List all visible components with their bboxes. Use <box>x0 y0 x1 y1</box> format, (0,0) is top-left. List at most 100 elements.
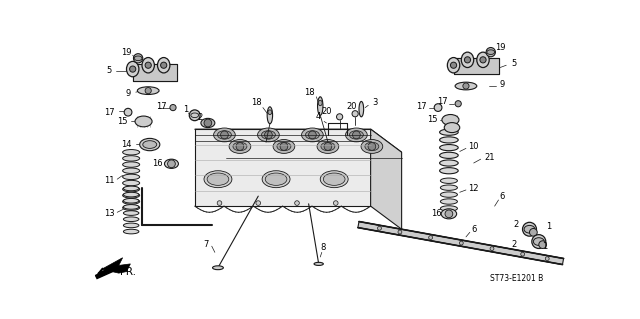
Ellipse shape <box>262 131 275 139</box>
Ellipse shape <box>440 129 458 135</box>
Circle shape <box>170 105 176 111</box>
Text: 17: 17 <box>156 101 166 111</box>
Text: 3: 3 <box>372 99 377 108</box>
Circle shape <box>490 247 494 250</box>
Ellipse shape <box>201 118 215 128</box>
Circle shape <box>429 236 433 240</box>
Circle shape <box>521 252 525 256</box>
Ellipse shape <box>127 61 139 77</box>
Circle shape <box>308 131 316 139</box>
Text: 16: 16 <box>431 209 442 218</box>
Circle shape <box>264 131 272 139</box>
Ellipse shape <box>229 139 251 153</box>
Circle shape <box>145 62 151 68</box>
Circle shape <box>529 228 537 236</box>
Ellipse shape <box>212 266 223 270</box>
Text: 1: 1 <box>542 242 548 251</box>
Ellipse shape <box>317 139 339 153</box>
Circle shape <box>465 57 470 63</box>
Text: 6: 6 <box>500 192 505 201</box>
Circle shape <box>221 131 228 139</box>
Text: 12: 12 <box>468 184 479 193</box>
Circle shape <box>353 131 360 139</box>
Ellipse shape <box>124 204 139 209</box>
Ellipse shape <box>440 185 458 190</box>
Text: 9: 9 <box>125 89 131 98</box>
Ellipse shape <box>218 131 232 139</box>
Ellipse shape <box>124 229 139 234</box>
Ellipse shape <box>440 137 458 143</box>
Ellipse shape <box>440 160 458 166</box>
Ellipse shape <box>233 142 247 151</box>
Ellipse shape <box>317 97 323 115</box>
Text: 21: 21 <box>484 153 495 162</box>
Circle shape <box>378 226 381 230</box>
Text: 15: 15 <box>428 115 438 124</box>
Ellipse shape <box>440 206 458 211</box>
Ellipse shape <box>477 52 489 68</box>
Ellipse shape <box>524 226 535 233</box>
Ellipse shape <box>441 209 457 219</box>
Polygon shape <box>132 64 177 81</box>
Text: 20: 20 <box>321 107 332 116</box>
Ellipse shape <box>123 168 140 174</box>
Ellipse shape <box>123 174 140 180</box>
Circle shape <box>545 257 549 261</box>
Text: 17: 17 <box>416 101 426 111</box>
Ellipse shape <box>359 101 364 117</box>
Ellipse shape <box>204 171 232 188</box>
Ellipse shape <box>273 139 295 153</box>
Ellipse shape <box>124 211 139 215</box>
Ellipse shape <box>124 192 139 197</box>
Polygon shape <box>454 57 499 74</box>
Text: 6: 6 <box>471 225 476 234</box>
Ellipse shape <box>349 131 364 139</box>
Text: 18: 18 <box>304 88 315 97</box>
Circle shape <box>398 230 402 234</box>
Ellipse shape <box>321 142 335 151</box>
Ellipse shape <box>440 178 458 183</box>
Circle shape <box>455 101 461 107</box>
Polygon shape <box>195 129 402 152</box>
Text: 18: 18 <box>252 98 262 107</box>
Circle shape <box>124 108 132 116</box>
Ellipse shape <box>447 57 460 73</box>
Ellipse shape <box>268 110 272 115</box>
Ellipse shape <box>318 100 322 106</box>
Text: 11: 11 <box>104 176 115 185</box>
Circle shape <box>217 201 222 205</box>
Text: 14: 14 <box>121 140 132 149</box>
Ellipse shape <box>267 107 273 124</box>
Text: 2: 2 <box>514 220 519 229</box>
Circle shape <box>522 222 536 236</box>
Ellipse shape <box>123 156 140 161</box>
Circle shape <box>145 87 151 94</box>
Text: 1: 1 <box>547 222 552 231</box>
Polygon shape <box>358 221 564 264</box>
Ellipse shape <box>138 87 159 94</box>
Circle shape <box>352 111 358 117</box>
Text: 17: 17 <box>104 108 115 117</box>
Polygon shape <box>371 129 402 229</box>
Ellipse shape <box>207 173 229 185</box>
Ellipse shape <box>444 122 460 133</box>
Circle shape <box>451 62 457 68</box>
Ellipse shape <box>124 186 139 191</box>
Ellipse shape <box>440 192 458 197</box>
Polygon shape <box>95 266 115 278</box>
Text: 20: 20 <box>346 101 356 111</box>
Text: 9: 9 <box>500 80 505 89</box>
Text: 10: 10 <box>468 142 479 151</box>
Circle shape <box>256 201 260 205</box>
Ellipse shape <box>440 168 458 174</box>
Ellipse shape <box>442 115 459 125</box>
Ellipse shape <box>301 128 323 142</box>
Text: FR.: FR. <box>120 267 136 277</box>
Ellipse shape <box>346 128 367 142</box>
Text: 5: 5 <box>511 59 516 68</box>
Text: 19: 19 <box>121 48 132 57</box>
Ellipse shape <box>123 180 140 186</box>
Ellipse shape <box>455 82 477 90</box>
Ellipse shape <box>135 116 152 127</box>
Ellipse shape <box>265 173 287 185</box>
